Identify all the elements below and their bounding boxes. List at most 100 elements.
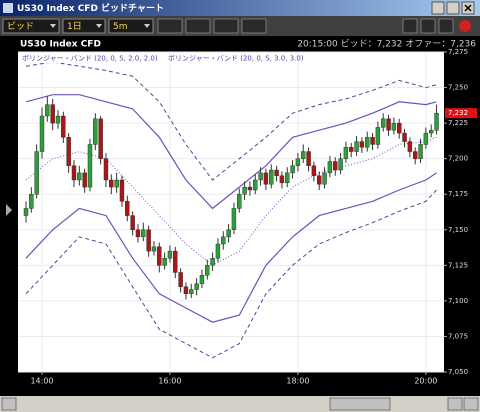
candle-body — [311, 165, 317, 176]
candle-body — [359, 141, 365, 148]
candle-body — [205, 265, 210, 276]
x-tick-label: 14:00 — [30, 377, 53, 386]
scroll-button[interactable] — [463, 397, 479, 411]
tool-button[interactable] — [241, 18, 267, 34]
candle-body — [210, 258, 215, 266]
candle-body — [130, 215, 135, 230]
candle-body — [215, 243, 221, 259]
candle-body — [338, 158, 343, 171]
candle-body — [301, 151, 306, 159]
window-buttons[interactable] — [431, 1, 475, 15]
candle-body — [231, 208, 237, 230]
candle-body — [55, 115, 61, 124]
candle-body — [333, 161, 338, 171]
candle-body — [226, 229, 231, 238]
tool-button[interactable] — [420, 18, 436, 34]
band-line — [25, 136, 437, 266]
x-tick-label: 20:00 — [414, 377, 437, 386]
tool-button[interactable] — [185, 18, 211, 34]
candle-body — [50, 104, 55, 124]
candle-body — [402, 132, 407, 142]
candle-body — [157, 246, 162, 266]
candle-body — [189, 289, 194, 294]
candle-body — [365, 137, 370, 148]
price-tag-label: 7,232 — [448, 109, 468, 117]
candle-body — [119, 179, 125, 202]
scrollbar[interactable] — [0, 396, 480, 412]
interval-select[interactable] — [108, 18, 154, 34]
y-tick-label: 7,250 — [448, 84, 468, 92]
candle-body — [199, 275, 205, 285]
title-bar — [0, 0, 480, 16]
close-icon — [464, 4, 472, 12]
tool-button[interactable] — [213, 18, 239, 34]
dropdown-arrow — [96, 24, 102, 28]
candle-body — [135, 229, 141, 238]
interval: 5m — [113, 22, 128, 32]
price-type: ビッド — [7, 21, 34, 32]
candle-body — [98, 118, 103, 159]
candle-body — [391, 122, 397, 131]
candle-body — [322, 172, 327, 185]
scroll-button[interactable] — [447, 397, 463, 411]
candle-body — [407, 141, 413, 152]
band-line — [25, 61, 437, 181]
candle-body — [258, 172, 263, 181]
candle-body — [274, 169, 279, 176]
band-line — [25, 94, 437, 210]
legend-entry: ボリンジャー・バンド (20, 0, S, 2.0, 2.0) — [22, 55, 158, 63]
y-tick-label: 7,150 — [448, 226, 468, 234]
candle-body — [125, 201, 130, 216]
y-tick-label: 7,100 — [448, 297, 468, 305]
candle-body — [167, 250, 173, 259]
tool-button[interactable] — [157, 18, 183, 34]
candle-body — [279, 175, 285, 184]
candle-body — [429, 130, 434, 134]
candle-body — [23, 208, 29, 216]
candle-body — [397, 122, 402, 134]
band-line — [25, 189, 437, 359]
x-tick-label: 16:00 — [158, 377, 181, 386]
candle-body — [306, 151, 311, 166]
candle-body — [269, 169, 274, 185]
button-minimize[interactable] — [431, 1, 445, 15]
candle-body — [93, 118, 98, 145]
candle-body — [413, 151, 418, 159]
candle-body — [109, 179, 114, 188]
button-maximize[interactable] — [446, 1, 460, 15]
candle-body — [221, 236, 226, 245]
band-line — [25, 172, 437, 323]
quote-info: 20:15:00 ビッド：7,232 オファー：7,236 — [297, 39, 476, 50]
price-tag — [445, 108, 477, 119]
scroll-thumb[interactable] — [329, 397, 391, 411]
candle-body — [183, 286, 189, 294]
dropdown-arrow — [50, 24, 56, 28]
alert-button[interactable] — [459, 20, 471, 32]
candle-body — [151, 246, 157, 252]
scroll-button[interactable] — [1, 397, 17, 411]
candle-body — [103, 158, 109, 181]
chart-title: US30 Index CFD — [20, 40, 101, 50]
candle-body — [194, 283, 199, 290]
candle-body — [317, 175, 322, 185]
y-tick-label: 7,175 — [448, 190, 468, 198]
candle-body — [418, 144, 423, 159]
candle-body — [29, 194, 34, 209]
candle-body — [349, 147, 354, 152]
candle-body — [39, 115, 45, 152]
candle-body — [386, 118, 391, 131]
candle-body — [162, 258, 167, 266]
tool-button[interactable] — [402, 18, 418, 34]
price-type-select[interactable] — [2, 18, 60, 34]
period: 1日 — [67, 21, 82, 32]
tool-button[interactable] — [438, 18, 454, 34]
scroll-left-arrow[interactable] — [6, 204, 12, 216]
candle-body — [237, 194, 242, 209]
candle-body — [253, 179, 258, 191]
toolbar-controls[interactable]: ビッド 1日 5m — [2, 18, 471, 34]
y-tick-label: 7,275 — [448, 48, 468, 56]
period-select[interactable] — [62, 18, 106, 34]
candle-body — [146, 229, 151, 252]
candle-body — [45, 104, 50, 117]
